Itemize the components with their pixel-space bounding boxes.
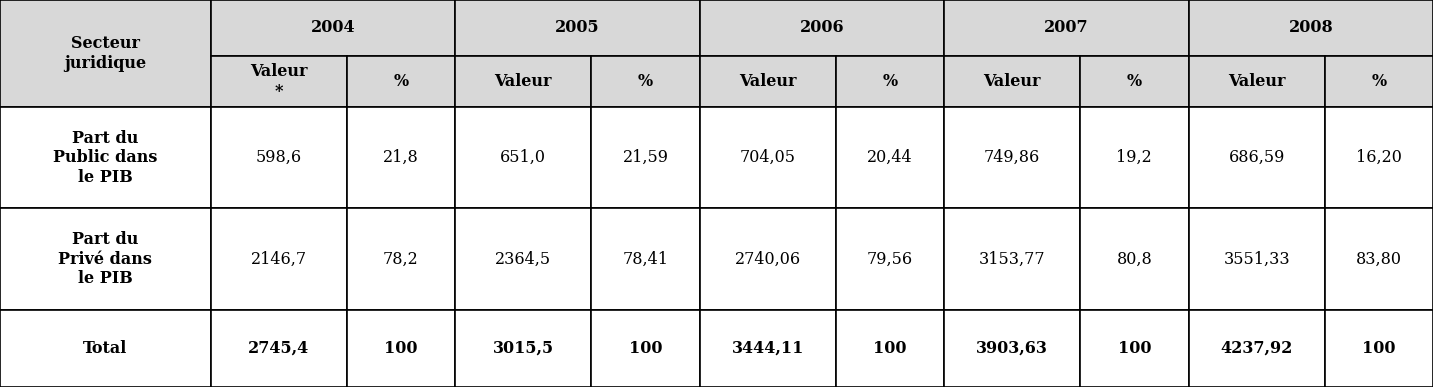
Text: Valeur
*: Valeur * (249, 63, 308, 99)
Bar (211, 310, 347, 387)
Text: 749,86: 749,86 (984, 149, 1040, 166)
Bar (699, 0, 944, 56)
Text: 3903,63: 3903,63 (976, 340, 1048, 357)
Text: 79,56: 79,56 (867, 251, 913, 268)
Bar (1188, 209, 1324, 310)
Text: 2005: 2005 (555, 19, 600, 36)
Bar (835, 56, 944, 107)
Text: 686,59: 686,59 (1228, 149, 1285, 166)
Bar (944, 56, 1080, 107)
Bar (944, 310, 1080, 387)
Text: 21,8: 21,8 (383, 149, 418, 166)
Text: 2740,06: 2740,06 (735, 251, 801, 268)
Bar (347, 310, 456, 387)
Bar (211, 56, 347, 107)
Bar (835, 310, 944, 387)
Bar (347, 209, 456, 310)
Text: 3444,11: 3444,11 (731, 340, 804, 357)
Bar (699, 56, 835, 107)
Text: %: % (638, 73, 653, 90)
Text: 598,6: 598,6 (255, 149, 302, 166)
Bar (456, 107, 592, 209)
Bar (456, 209, 592, 310)
Text: Valeur: Valeur (494, 73, 552, 90)
Text: 3153,77: 3153,77 (979, 251, 1046, 268)
Text: 78,2: 78,2 (383, 251, 418, 268)
Text: 100: 100 (873, 340, 907, 357)
Text: 100: 100 (384, 340, 418, 357)
Bar (1188, 0, 1433, 56)
Text: 20,44: 20,44 (867, 149, 913, 166)
Bar (1080, 56, 1188, 107)
Bar (1324, 310, 1433, 387)
Bar (1324, 209, 1433, 310)
Text: 2004: 2004 (311, 19, 355, 36)
Bar (835, 107, 944, 209)
Text: 4237,92: 4237,92 (1221, 340, 1293, 357)
Bar (211, 107, 347, 209)
Text: 3015,5: 3015,5 (493, 340, 553, 357)
Bar (592, 107, 699, 209)
Bar (1188, 310, 1324, 387)
Text: 21,59: 21,59 (622, 149, 668, 166)
Text: 100: 100 (1118, 340, 1151, 357)
Text: 78,41: 78,41 (622, 251, 668, 268)
Text: Valeur: Valeur (983, 73, 1040, 90)
Text: Valeur: Valeur (739, 73, 797, 90)
Text: Total: Total (83, 340, 128, 357)
Text: 651,0: 651,0 (500, 149, 546, 166)
Text: 2364,5: 2364,5 (496, 251, 552, 268)
Text: Valeur: Valeur (1228, 73, 1285, 90)
Bar (944, 107, 1080, 209)
Bar (699, 107, 835, 209)
Bar (592, 56, 699, 107)
Bar (456, 310, 592, 387)
Bar (1324, 107, 1433, 209)
Text: %: % (1126, 73, 1142, 90)
Bar (1324, 56, 1433, 107)
Bar (944, 209, 1080, 310)
Text: 2745,4: 2745,4 (248, 340, 310, 357)
Text: %: % (1371, 73, 1386, 90)
Bar (944, 0, 1188, 56)
Text: 704,05: 704,05 (739, 149, 795, 166)
Bar (0, 0, 211, 107)
Bar (1080, 310, 1188, 387)
Bar (456, 56, 592, 107)
Text: 19,2: 19,2 (1116, 149, 1152, 166)
Text: 16,20: 16,20 (1356, 149, 1401, 166)
Bar (1188, 56, 1324, 107)
Bar (1188, 107, 1324, 209)
Bar (347, 56, 456, 107)
Text: 2146,7: 2146,7 (251, 251, 307, 268)
Bar (592, 209, 699, 310)
Text: Part du
Public dans
le PIB: Part du Public dans le PIB (53, 130, 158, 186)
Bar (1080, 107, 1188, 209)
Bar (211, 209, 347, 310)
Bar (347, 107, 456, 209)
Text: 100: 100 (629, 340, 662, 357)
Text: 80,8: 80,8 (1116, 251, 1152, 268)
Text: %: % (883, 73, 897, 90)
Text: 83,80: 83,80 (1356, 251, 1401, 268)
Text: 3551,33: 3551,33 (1224, 251, 1290, 268)
Bar (699, 310, 835, 387)
Text: 100: 100 (1361, 340, 1396, 357)
Text: %: % (394, 73, 408, 90)
Bar (592, 310, 699, 387)
Text: 2007: 2007 (1045, 19, 1089, 36)
Text: 2006: 2006 (800, 19, 844, 36)
Bar (0, 310, 211, 387)
Text: 2008: 2008 (1288, 19, 1333, 36)
Bar (456, 0, 699, 56)
Bar (211, 0, 456, 56)
Bar (0, 107, 211, 209)
Bar (1080, 209, 1188, 310)
Bar (699, 209, 835, 310)
Bar (835, 209, 944, 310)
Bar (0, 209, 211, 310)
Text: Part du
Privé dans
le PIB: Part du Privé dans le PIB (59, 231, 152, 287)
Text: Secteur
juridique: Secteur juridique (64, 35, 146, 72)
